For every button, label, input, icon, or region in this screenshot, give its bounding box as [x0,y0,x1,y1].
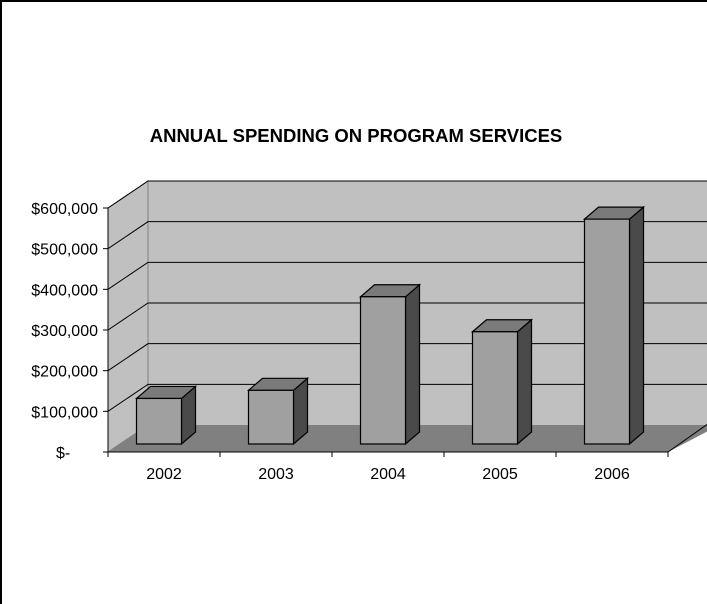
chart-title: ANNUAL SPENDING ON PROGRAM SERVICES [150,125,563,146]
gridline [107,221,707,250]
x-tick-label: 2002 [146,466,182,483]
gridline [107,302,707,331]
y-tick-label: $400,000 [31,282,98,299]
y-axis: $- $100,000 $200,000 $300,000 $400,000 $500,0… [31,201,109,462]
bar-side [628,205,645,446]
x-tick-label: 2005 [482,466,518,483]
x-axis: 2002 2003 2004 2005 2006 [107,451,669,483]
y-tick-label: $600,000 [31,201,98,218]
bar [134,385,198,446]
y-tick-label: $100,000 [31,404,98,421]
x-tick-label: 2004 [370,466,406,483]
y-tick-label: $300,000 [31,323,98,340]
bar-front [247,389,295,445]
bar-front [135,397,183,445]
y-tick-label: $- [56,445,70,462]
bar [582,205,646,446]
y-tick-label: $200,000 [31,364,98,381]
bar-front [583,218,631,445]
y-tick-label: $500,000 [31,242,98,259]
bar-front [471,331,519,445]
x-tick-label: 2006 [594,466,630,483]
x-tick-label: 2003 [258,466,294,483]
bars [134,205,646,446]
gridline [107,261,707,290]
bar [246,377,310,446]
bar-side [516,318,533,446]
bar-front [359,296,407,445]
bar [470,318,534,446]
bar-side [404,283,421,446]
gridline [107,180,707,209]
floor-edge [667,423,707,453]
bar [358,283,422,446]
